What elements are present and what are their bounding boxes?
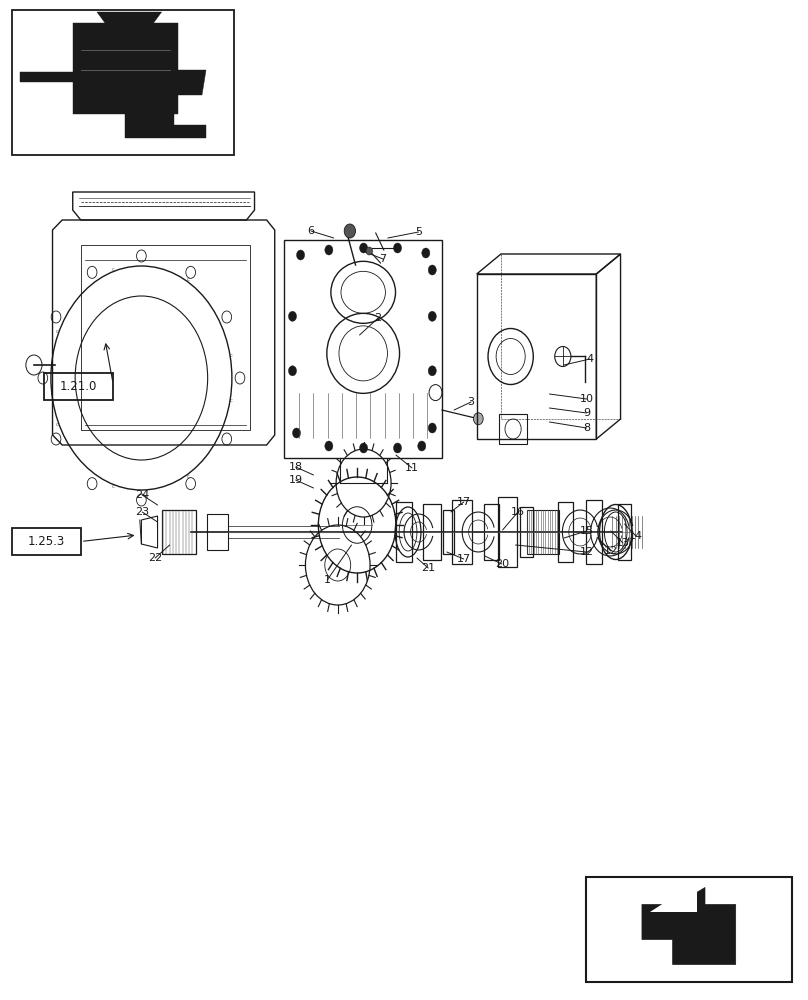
Circle shape bbox=[325, 245, 333, 255]
Polygon shape bbox=[642, 888, 736, 964]
Text: 15: 15 bbox=[579, 526, 594, 536]
Bar bbox=[520, 507, 533, 557]
Text: 18: 18 bbox=[288, 462, 303, 472]
Circle shape bbox=[428, 423, 436, 433]
Bar bbox=[558, 502, 573, 562]
Text: c: c bbox=[230, 353, 234, 358]
Text: 19: 19 bbox=[288, 475, 303, 485]
Bar bbox=[527, 510, 559, 554]
Bar bbox=[452, 500, 473, 564]
Bar bbox=[618, 504, 631, 560]
Text: 7: 7 bbox=[380, 254, 386, 264]
Text: 12: 12 bbox=[604, 546, 618, 556]
Bar bbox=[81, 245, 250, 430]
Circle shape bbox=[288, 311, 297, 321]
Text: 6: 6 bbox=[308, 226, 314, 236]
Circle shape bbox=[297, 250, 305, 260]
Text: 17: 17 bbox=[457, 497, 471, 507]
Circle shape bbox=[288, 366, 297, 376]
Circle shape bbox=[360, 243, 368, 253]
Text: 3: 3 bbox=[468, 397, 474, 407]
Circle shape bbox=[418, 441, 426, 451]
Text: c: c bbox=[56, 422, 59, 427]
Circle shape bbox=[366, 247, 372, 255]
Circle shape bbox=[393, 443, 402, 453]
Text: c: c bbox=[230, 398, 234, 403]
Text: c: c bbox=[56, 329, 59, 334]
Bar bbox=[443, 510, 454, 554]
Bar bbox=[498, 497, 517, 567]
Text: 1.25.3: 1.25.3 bbox=[27, 535, 65, 548]
Text: 2: 2 bbox=[375, 313, 381, 323]
Text: 22: 22 bbox=[148, 553, 162, 563]
Bar bbox=[396, 502, 412, 562]
Bar bbox=[12, 528, 81, 555]
Text: 9: 9 bbox=[583, 408, 590, 418]
Text: 8: 8 bbox=[583, 423, 590, 433]
Circle shape bbox=[292, 428, 301, 438]
Circle shape bbox=[325, 441, 333, 451]
Circle shape bbox=[422, 248, 430, 258]
Polygon shape bbox=[125, 114, 174, 138]
Text: 21: 21 bbox=[421, 563, 436, 573]
Text: 17: 17 bbox=[457, 554, 471, 564]
Text: c: c bbox=[112, 484, 115, 489]
Text: 1: 1 bbox=[324, 575, 330, 585]
Text: 20: 20 bbox=[494, 559, 509, 569]
Circle shape bbox=[428, 366, 436, 376]
Text: 13: 13 bbox=[616, 538, 630, 548]
Polygon shape bbox=[174, 125, 206, 138]
Bar bbox=[44, 373, 113, 400]
Bar bbox=[423, 504, 441, 560]
Text: 14: 14 bbox=[629, 531, 643, 541]
Polygon shape bbox=[650, 892, 697, 912]
Circle shape bbox=[428, 265, 436, 275]
Text: 23: 23 bbox=[135, 507, 149, 517]
Text: 1.21.0: 1.21.0 bbox=[60, 380, 98, 393]
Text: c: c bbox=[187, 277, 190, 282]
Bar bbox=[484, 504, 499, 560]
Circle shape bbox=[473, 413, 483, 425]
Text: 16: 16 bbox=[511, 507, 525, 517]
Polygon shape bbox=[20, 72, 73, 82]
Text: 10: 10 bbox=[579, 394, 594, 404]
Circle shape bbox=[344, 224, 356, 238]
Text: c: c bbox=[187, 474, 190, 479]
Bar bbox=[477, 274, 596, 439]
Text: 12: 12 bbox=[579, 547, 594, 557]
Bar bbox=[12, 10, 234, 155]
Polygon shape bbox=[178, 70, 206, 95]
Polygon shape bbox=[73, 23, 178, 114]
Text: c: c bbox=[112, 267, 115, 272]
Text: 24: 24 bbox=[135, 490, 149, 500]
Circle shape bbox=[428, 311, 436, 321]
Bar bbox=[586, 877, 792, 982]
Text: 4: 4 bbox=[587, 354, 593, 364]
Circle shape bbox=[393, 243, 402, 253]
Text: 5: 5 bbox=[415, 227, 422, 237]
Circle shape bbox=[360, 443, 368, 453]
Bar bbox=[586, 500, 602, 564]
Polygon shape bbox=[97, 12, 162, 23]
Text: 11: 11 bbox=[405, 463, 419, 473]
